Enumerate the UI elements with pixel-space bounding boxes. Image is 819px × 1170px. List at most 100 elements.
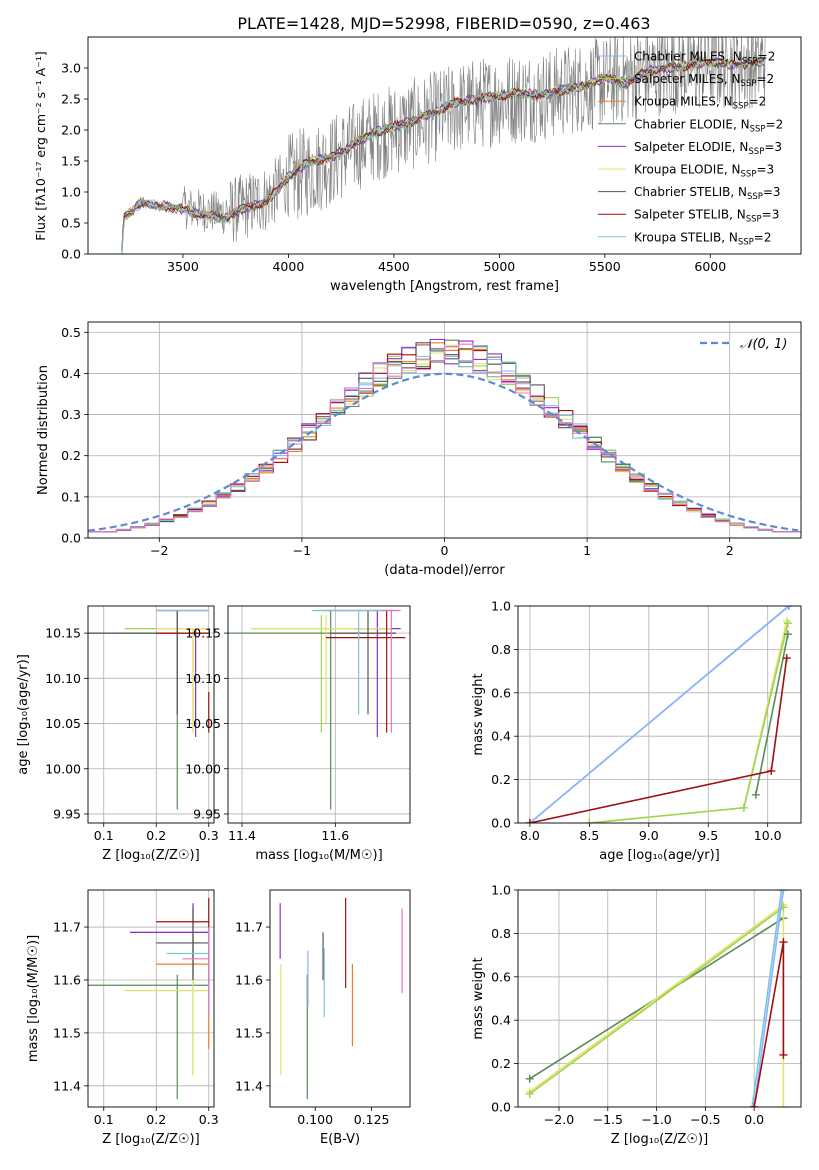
legend-entry: Chabrier ELODIE, NSSP=2 <box>634 117 783 134</box>
x-tick-label: 9.0 <box>639 828 659 843</box>
y-tick-label: 11.7 <box>235 920 263 935</box>
legend-label: Chabrier ELODIE, N <box>634 117 750 131</box>
y-tick-label: 10.00 <box>45 761 81 776</box>
y-tick-label: 0.6 <box>491 969 511 984</box>
plus-marker <box>779 1050 788 1059</box>
legend-label: Salpeter MILES, N <box>634 72 741 86</box>
weight-line <box>755 634 789 795</box>
y-tick-label: 0.4 <box>491 1013 511 1028</box>
plus-marker <box>585 819 594 823</box>
legend-subscript: SSP <box>741 79 757 89</box>
plot-area <box>228 609 406 810</box>
model-line <box>121 56 765 251</box>
y-tick-label: 0.3 <box>61 407 81 422</box>
weight-vs-age-panel: 8.0 8.5 9.0 9.5 10.0 0.0 0.2 0.4 0.6 0.8 1.0 age [l… <box>471 599 802 863</box>
axes-frame <box>227 605 411 824</box>
x-tick-label: −2 <box>150 543 168 558</box>
y-tick-label: 0.2 <box>491 772 511 787</box>
x-tick-label: 0.100 <box>297 1112 333 1127</box>
y-tick-label: 11.4 <box>53 1078 81 1093</box>
weight-line <box>529 906 784 1095</box>
y-tick-label: 10.05 <box>45 716 81 731</box>
y-tick-label: 0.4 <box>491 729 511 744</box>
legend-label: Kroupa ELODIE, N <box>634 163 741 177</box>
axes-frame <box>517 889 802 1108</box>
x-tick-label: 4000 <box>272 259 304 274</box>
plot-area <box>121 37 766 254</box>
y-tick-label: 0.2 <box>61 448 81 463</box>
model-line <box>121 55 766 254</box>
x-axis-label: (data-model)/error <box>384 563 505 578</box>
y-axis-label: Flux [fλ10⁻¹⁷ erg cm⁻² s⁻¹ A⁻¹] <box>33 51 48 240</box>
y-tick-label: 11.4 <box>235 1078 263 1093</box>
legend-subscript: SSP <box>747 192 763 202</box>
x-axis-label: E(B-V) <box>320 1132 360 1147</box>
legend-entry: Chabrier STELIB, NSSP=3 <box>634 185 781 202</box>
y-tick-label: 0.1 <box>61 489 81 504</box>
y-tick-label: 10.15 <box>185 626 221 641</box>
x-tick-label: 0.3 <box>199 828 219 843</box>
y-axis-label: Normed distribution <box>36 365 51 495</box>
legend-subscript: SSP <box>738 237 754 247</box>
axes-frame <box>269 889 411 1108</box>
axes-frame <box>87 605 215 824</box>
legend-subscript: SSP <box>750 124 766 134</box>
x-tick-label: 11.4 <box>228 828 256 843</box>
y-tick-label: 11.5 <box>53 1025 81 1040</box>
plus-marker <box>783 630 792 639</box>
plus-marker <box>525 819 534 823</box>
x-tick-label: −1 <box>293 543 311 558</box>
legend-label: Chabrier STELIB, N <box>634 185 747 199</box>
legend-suffix: =3 <box>763 185 781 199</box>
y-tick-label: 0.6 <box>491 685 511 700</box>
x-tick-label: −1.0 <box>641 1112 671 1127</box>
legend-suffix: =3 <box>762 208 780 222</box>
y-tick-label: 9.95 <box>193 806 221 821</box>
weight-line <box>753 890 785 1107</box>
y-tick-label: 0.5 <box>61 216 81 231</box>
x-tick-label: 0.125 <box>354 1112 390 1127</box>
legend-label: Salpeter STELIB, N <box>634 208 746 222</box>
y-tick-label: 0.8 <box>491 926 511 941</box>
y-tick-label: 0.2 <box>491 1056 511 1071</box>
plot-area <box>279 897 403 1100</box>
x-tick-label: 5000 <box>483 259 515 274</box>
age-vs-mass-panel: 11.4 11.6 9.95 10.00 10.05 10.10 10.15 mass [lo… <box>185 605 411 863</box>
plus-marker <box>767 766 776 775</box>
plot-area <box>88 609 210 810</box>
legend-entry: Kroupa MILES, NSSP=2 <box>634 95 766 112</box>
legend-subscript: SSP <box>746 215 762 225</box>
x-tick-label: 5500 <box>589 259 621 274</box>
weight-line <box>529 606 790 823</box>
y-tick-label: 11.7 <box>53 920 81 935</box>
legend-subscript: SSP <box>733 102 749 112</box>
weight-line <box>753 941 785 1107</box>
y-tick-label: 2.5 <box>61 92 81 107</box>
y-axis-label: mass weight <box>471 673 486 755</box>
x-tick-label: 0.2 <box>146 1112 166 1127</box>
y-tick-label: 2.0 <box>61 123 81 138</box>
plus-marker <box>525 1074 534 1083</box>
y-tick-label: 1.0 <box>491 883 511 898</box>
x-axis-label: wavelength [Angstrom, rest frame] <box>330 279 559 294</box>
y-axis-label: mass [log₁₀(M/M☉)] <box>26 935 41 1062</box>
y-tick-label: 10.10 <box>185 671 221 686</box>
x-tick-label: 11.6 <box>321 828 349 843</box>
x-tick-label: 2 <box>726 543 734 558</box>
plot-area <box>88 897 210 1100</box>
x-tick-label: 0.1 <box>94 828 114 843</box>
x-tick-label: 9.5 <box>698 828 718 843</box>
x-tick-label: 0.0 <box>744 1112 764 1127</box>
x-axis-label: mass [log₁₀(M/M☉)] <box>255 848 382 863</box>
y-axis-label: age [log₁₀(age/yr)] <box>16 654 31 775</box>
x-axis-label: Z [log₁₀(Z/Z☉)] <box>102 1132 199 1147</box>
y-tick-label: 10.05 <box>185 716 221 731</box>
model-line <box>121 56 765 254</box>
y-tick-label: 11.6 <box>235 972 263 987</box>
y-tick-label: 10.15 <box>45 626 81 641</box>
x-tick-label: 8.0 <box>520 828 540 843</box>
x-tick-label: 0.3 <box>199 1112 219 1127</box>
x-tick-label: 0 <box>441 543 449 558</box>
plus-marker <box>782 654 791 663</box>
legend-suffix: =2 <box>758 50 776 64</box>
